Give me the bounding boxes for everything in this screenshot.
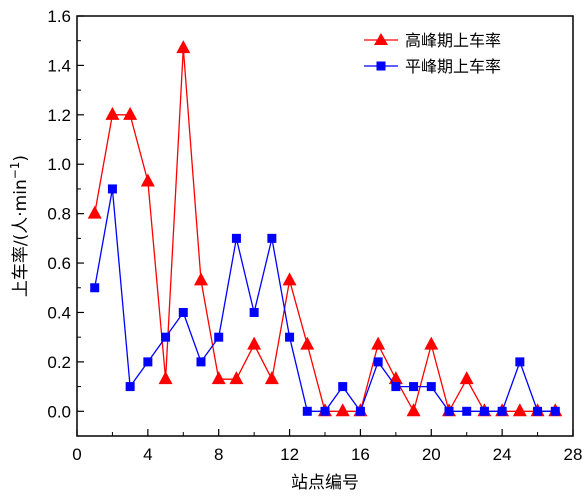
data-point-triangle bbox=[336, 403, 350, 416]
y-tick-label: 1.0 bbox=[47, 155, 71, 174]
legend-label-offpeak: 平峰期上车率 bbox=[405, 57, 501, 76]
x-tick-label: 8 bbox=[214, 445, 223, 464]
data-point-triangle bbox=[513, 403, 527, 416]
series-layer bbox=[88, 40, 563, 416]
y-tick-label: 0.4 bbox=[47, 303, 71, 322]
x-tick-label: 28 bbox=[564, 445, 583, 464]
y-axis-title-sup: −1 bbox=[8, 162, 22, 180]
data-point-square bbox=[232, 234, 241, 243]
data-point-triangle bbox=[141, 174, 155, 187]
data-point-square bbox=[480, 407, 489, 416]
legend-marker-square bbox=[377, 62, 386, 71]
data-point-square bbox=[515, 357, 524, 366]
data-point-square bbox=[498, 407, 507, 416]
data-point-triangle bbox=[176, 40, 190, 53]
x-axis-title: 站点编号 bbox=[291, 473, 359, 493]
legend-label-peak: 高峰期上车率 bbox=[405, 31, 501, 50]
data-point-square bbox=[551, 407, 560, 416]
data-point-triangle bbox=[265, 371, 279, 384]
data-point-square bbox=[356, 407, 365, 416]
data-point-square bbox=[303, 407, 312, 416]
data-point-square bbox=[285, 333, 294, 342]
data-point-square bbox=[250, 308, 259, 317]
x-tick-label: 0 bbox=[72, 445, 81, 464]
data-point-square bbox=[374, 357, 383, 366]
x-tick-label: 24 bbox=[493, 445, 512, 464]
x-tick-label: 16 bbox=[351, 445, 370, 464]
data-point-square bbox=[161, 333, 170, 342]
data-point-triangle bbox=[424, 337, 438, 350]
data-point-square bbox=[214, 333, 223, 342]
y-axis-title-main: 上车率/(人·min bbox=[11, 179, 31, 297]
data-point-triangle bbox=[212, 371, 226, 384]
data-point-square bbox=[409, 382, 418, 391]
data-point-square bbox=[427, 382, 436, 391]
data-point-square bbox=[445, 407, 454, 416]
y-axis-title: 上车率/(人·min−1) bbox=[8, 155, 31, 297]
x-tick-label: 20 bbox=[422, 445, 441, 464]
y-tick-label: 1.2 bbox=[47, 106, 71, 125]
data-point-square bbox=[143, 357, 152, 366]
y-tick-labels: 0.0 0.2 0.4 0.6 0.8 1.0 1.2 1.4 1.6 bbox=[47, 7, 71, 421]
data-point-square bbox=[462, 407, 471, 416]
data-point-triangle bbox=[105, 107, 119, 120]
data-point-triangle bbox=[247, 337, 261, 350]
data-point-square bbox=[126, 382, 135, 391]
data-point-triangle bbox=[123, 107, 137, 120]
y-tick-label: 0.0 bbox=[47, 402, 71, 421]
series-peak bbox=[88, 40, 563, 416]
y-tick-label: 1.4 bbox=[47, 56, 71, 75]
data-point-square bbox=[179, 308, 188, 317]
data-point-triangle bbox=[283, 272, 297, 285]
legend: 高峰期上车率 平峰期上车率 bbox=[364, 31, 501, 76]
data-point-triangle bbox=[194, 272, 208, 285]
data-point-square bbox=[321, 407, 330, 416]
data-point-square bbox=[108, 184, 117, 193]
y-tick-label: 0.6 bbox=[47, 254, 71, 273]
legend-marker-triangle bbox=[374, 33, 388, 45]
y-tick-label: 0.8 bbox=[47, 205, 71, 224]
x-tick-label: 4 bbox=[143, 445, 152, 464]
data-point-square bbox=[197, 357, 206, 366]
data-point-triangle bbox=[229, 371, 243, 384]
y-tick-label: 0.2 bbox=[47, 353, 71, 372]
data-point-triangle bbox=[300, 337, 314, 350]
legend-item-peak: 高峰期上车率 bbox=[364, 31, 501, 50]
data-point-triangle bbox=[371, 337, 385, 350]
data-point-square bbox=[267, 234, 276, 243]
data-point-square bbox=[338, 382, 347, 391]
data-point-triangle bbox=[407, 403, 421, 416]
x-tick-labels: 0 4 8 12 16 20 24 28 bbox=[72, 445, 582, 464]
data-point-triangle bbox=[460, 371, 474, 384]
data-point-triangle bbox=[88, 206, 102, 219]
data-point-square bbox=[391, 382, 400, 391]
x-tick-label: 12 bbox=[280, 445, 299, 464]
y-axis-title-close: ) bbox=[11, 155, 31, 162]
legend-item-offpeak: 平峰期上车率 bbox=[364, 57, 501, 76]
y-tick-label: 1.6 bbox=[47, 7, 71, 26]
series-line bbox=[95, 48, 556, 411]
data-point-square bbox=[90, 283, 99, 292]
data-point-square bbox=[533, 407, 542, 416]
data-point-triangle bbox=[159, 371, 173, 384]
